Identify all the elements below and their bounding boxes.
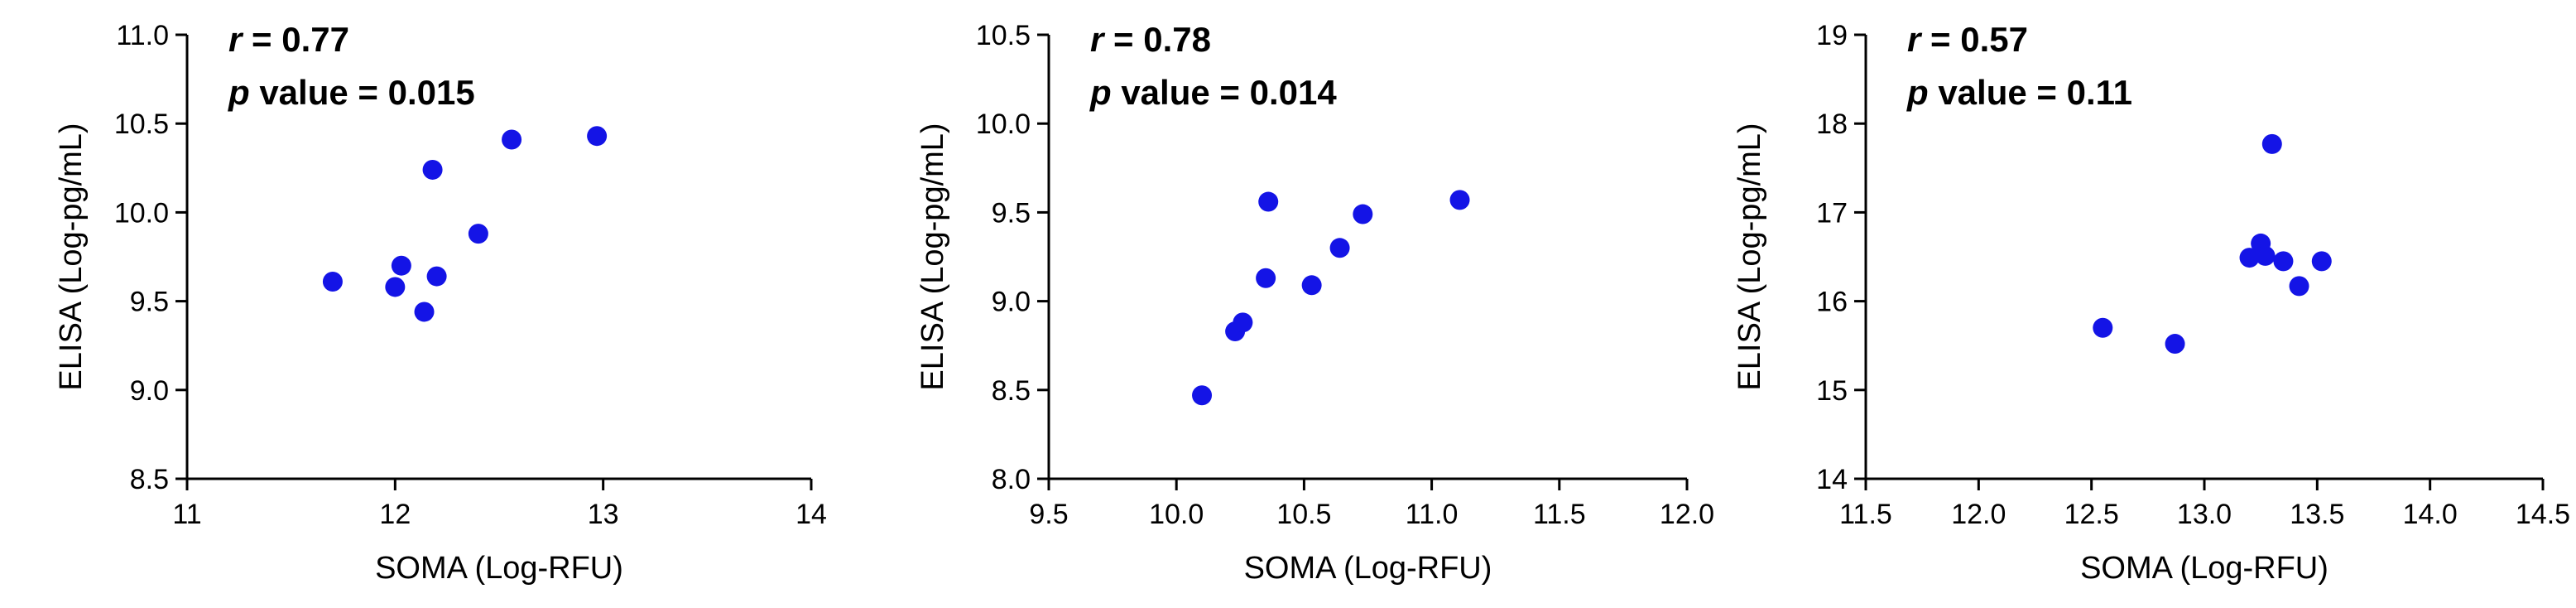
data-point [322,272,343,292]
x-tick-label: 14 [795,499,827,530]
p-symbol: p [1906,73,1929,112]
p-value: value = 0.015 [250,73,475,112]
r-annotation: r = 0.78 [1090,20,1211,59]
p-annotation: p value = 0.015 [228,73,475,112]
y-tick-label: 18 [1816,109,1848,140]
y-tick-label: 10.0 [976,109,1031,140]
data-point [502,129,522,150]
x-tick-label: 13.5 [2290,499,2344,530]
r-symbol: r [1907,20,1923,59]
y-tick-label: 9.0 [130,375,169,407]
y-tick-label: 16 [1816,287,1848,318]
r-symbol: r [228,20,244,59]
p-value: value = 0.11 [1929,73,2132,112]
y-axis-title: ELISA (Log-pg/mL) [916,123,950,390]
data-point [2311,251,2332,272]
chart-panel-2: 8.0 8.5 9.0 9.5 10.0 10.5 9.5 10.0 10.5 11.0 11.5 1… [916,20,1714,586]
y-tick-label: 17 [1816,197,1848,229]
r-value: = 0.78 [1103,20,1211,59]
r-value: = 0.77 [242,20,349,59]
data-point [1256,268,1276,288]
r-value: = 0.57 [1920,20,2028,59]
data-point [422,159,443,180]
data-point [2289,276,2309,297]
r-symbol: r [1090,20,1106,59]
p-symbol: p [1089,73,1112,112]
chart-panel-3: 14 15 16 17 18 19 11.5 12.0 12.5 13.0 13.5 14.0 14.5… [1733,20,2570,586]
x-axis-title: SOMA (Log-RFU) [2080,551,2328,586]
x-tick-label: 12.0 [1660,499,1714,530]
data-point [1233,312,1253,333]
data-point [2093,317,2113,338]
x-tick-label: 14.0 [2403,499,2458,530]
y-axis-title: ELISA (Log-pg/mL) [54,123,89,390]
y-axis-title: ELISA (Log-pg/mL) [1733,123,1767,390]
p-value: value = 0.014 [1112,73,1338,112]
x-axis-title: SOMA (Log-RFU) [1244,551,1492,586]
x-tick-label: 12.5 [2064,499,2119,530]
x-tick-label: 10.0 [1149,499,1204,530]
y-tick-label: 15 [1816,375,1848,407]
data-point [1353,204,1373,224]
data-point [2239,248,2260,268]
data-point [1329,238,1350,258]
x-tick-label: 11 [172,499,201,530]
y-tick-label: 10.5 [976,20,1031,51]
data-point [2261,133,2282,154]
data-point [385,277,406,297]
data-point [1301,275,1322,296]
r-annotation: r = 0.57 [1907,20,2028,59]
x-tick-label: 11.5 [1533,499,1586,530]
x-tick-label: 9.5 [1029,499,1068,530]
y-tick-label: 8.0 [992,464,1031,495]
x-tick-label: 13 [588,499,619,530]
data-point [426,266,447,287]
r-annotation: r = 0.77 [228,20,349,59]
y-tick-label: 9.0 [992,287,1031,318]
x-tick-label: 11.0 [1406,499,1459,530]
data-point [1192,385,1213,406]
y-tick-label: 9.5 [992,197,1031,229]
y-tick-label: 9.5 [130,287,169,318]
data-point [468,224,488,244]
chart-panel-1: 8.5 9.0 9.5 10.0 10.5 11.0 11 12 13 14 SOMA (Log-R… [54,20,827,586]
p-annotation: p value = 0.014 [1089,73,1337,112]
data-point [2273,251,2294,272]
y-tick-label: 10.0 [114,197,169,229]
p-symbol: p [228,73,250,112]
y-tick-label: 10.5 [114,109,169,140]
x-tick-label: 14.5 [2516,499,2570,530]
y-tick-label: 8.5 [130,464,169,495]
data-point [587,126,608,147]
p-annotation: p value = 0.11 [1906,73,2132,112]
x-tick-label: 11.5 [1839,499,1892,530]
y-tick-label: 14 [1816,464,1848,495]
x-tick-label: 12 [379,499,411,530]
x-axis-title: SOMA (Log-RFU) [375,551,623,586]
x-tick-label: 13.0 [2177,499,2232,530]
data-point [414,302,435,322]
x-tick-label: 10.5 [1276,499,1331,530]
x-tick-label: 12.0 [1951,499,2006,530]
y-tick-label: 8.5 [992,375,1031,407]
data-point [1449,190,1470,210]
y-tick-label: 11.0 [116,20,169,51]
y-tick-label: 19 [1816,20,1848,51]
data-point [2255,245,2276,266]
data-point [2165,334,2185,355]
data-point [391,255,411,276]
data-point [1258,191,1279,212]
